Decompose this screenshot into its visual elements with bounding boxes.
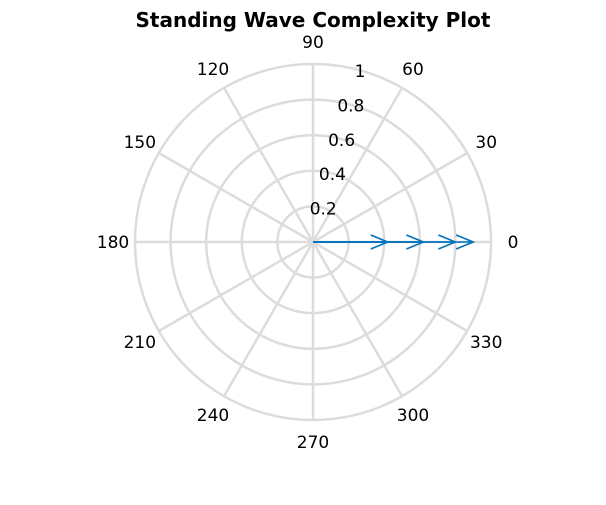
angle-grid-spoke-7 xyxy=(158,240,314,333)
angle-grid-spoke-11 xyxy=(312,240,468,333)
radial-tick-label: 1 xyxy=(355,62,366,82)
angle-grid-spoke-1 xyxy=(312,151,468,244)
angle-grid-spoke-2 xyxy=(311,87,404,243)
angle-tick-label: 90 xyxy=(302,33,324,53)
radial-tick-label: 0.4 xyxy=(319,165,346,185)
angle-tick-label: 180 xyxy=(97,233,129,253)
angle-tick-label: 300 xyxy=(397,406,429,426)
radial-tick-label: 0.8 xyxy=(337,96,364,116)
angle-tick-labels: 0 30 60 90 120 150 180 210 240 270 300 330 xyxy=(97,33,519,453)
radial-tick-labels: 0.2 0.4 0.6 0.8 1 xyxy=(310,62,366,220)
compass-vectors xyxy=(313,234,476,250)
angle-tick-label: 240 xyxy=(197,406,229,426)
angle-tick-label: 210 xyxy=(124,333,156,353)
angle-tick-label: 30 xyxy=(475,133,497,153)
angle-tick-label: 120 xyxy=(197,60,229,80)
angle-tick-label: 60 xyxy=(402,60,424,80)
radial-tick-label: 0.2 xyxy=(310,200,337,220)
chart-title: Standing Wave Complexity Plot xyxy=(136,8,491,32)
radial-tick-label: 0.6 xyxy=(328,131,355,151)
vector-arrowhead-0-3 xyxy=(455,234,476,250)
angle-tick-label: 0 xyxy=(508,233,519,253)
angle-grid-spoke-10 xyxy=(311,241,404,397)
angle-tick-label: 270 xyxy=(297,433,329,453)
angle-grid-spoke-8 xyxy=(222,241,315,397)
angle-grid-spoke-5 xyxy=(158,151,314,244)
angle-grid-spoke-4 xyxy=(222,87,315,243)
angle-tick-label: 150 xyxy=(124,133,156,153)
angle-tick-label: 330 xyxy=(470,333,502,353)
